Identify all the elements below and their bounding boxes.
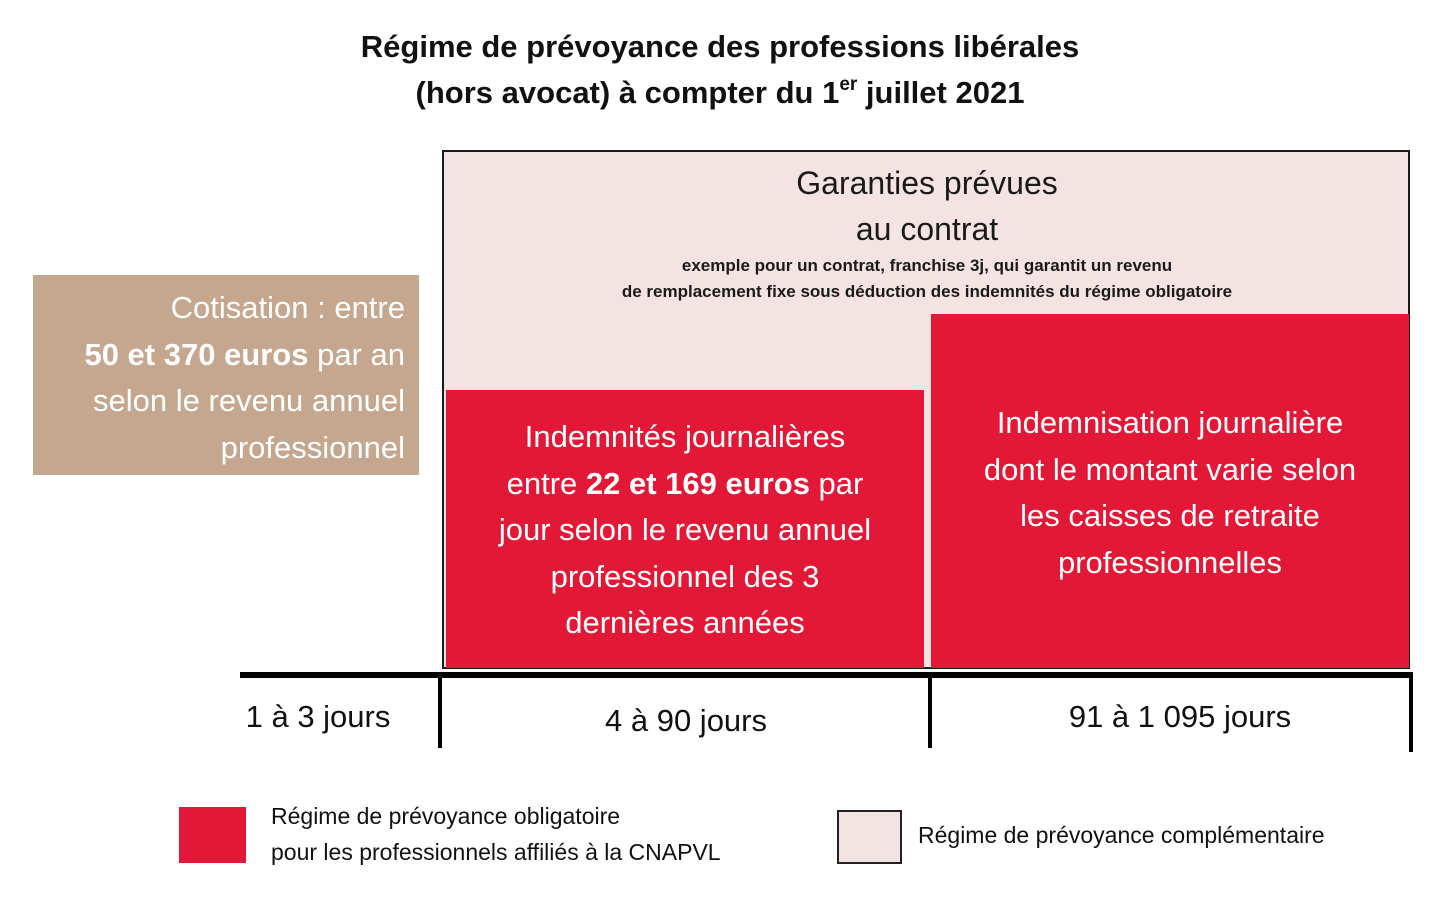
guarantees-note-line-1: exemple pour un contrat, franchise 3j, q… xyxy=(681,256,1173,275)
indemnites-line-2-pre: entre xyxy=(506,465,586,501)
indemnites-line-1: Indemnités journalières xyxy=(524,419,846,454)
complementary-area xyxy=(442,150,1410,669)
indemnites-line-4: professionnel des 3 xyxy=(550,558,820,594)
page-title: Régime de prévoyance des professions lib… xyxy=(0,24,1440,116)
indemnisation-line-3: les caisses de retraite xyxy=(1020,498,1320,533)
legend-mandatory-line-2: pour les professionnels affiliés à la CN… xyxy=(271,839,721,865)
cotisation-line-1: Cotisation : entre xyxy=(170,290,405,325)
legend-label-complementary: Régime de prévoyance complémentaire xyxy=(918,822,1325,848)
indemnisation-line-2: dont le montant varie selon xyxy=(983,451,1357,487)
cotisation-line-2: 50 et 370 euros par an xyxy=(43,332,405,379)
indemnites-line-2: entre 22 et 169 euros par xyxy=(446,461,924,508)
guarantees-note: exemple pour un contrat, franchise 3j, q… xyxy=(444,253,1410,305)
cotisation-box: Cotisation : entre 50 et 370 euros par a… xyxy=(33,275,419,475)
guarantees-title-line-1: Garanties prévues xyxy=(796,165,1058,201)
title-superscript: er xyxy=(839,74,858,95)
legend-swatch-complementary xyxy=(837,810,902,864)
indemnisation-line-1: Indemnisation journalière xyxy=(996,405,1344,440)
timeline-range-1: 1 à 3 jours xyxy=(245,699,391,734)
cotisation-line-3: selon le revenu annuel xyxy=(93,383,405,418)
legend-label-mandatory: Régime de prévoyance obligatoire pour le… xyxy=(271,798,831,870)
indemnites-line-2-post: par xyxy=(809,465,864,501)
timeline-range-3: 91 à 1 095 jours xyxy=(1068,699,1292,734)
timeline-range-2: 4 à 90 jours xyxy=(605,703,767,738)
timeline-tick xyxy=(1409,676,1413,752)
legend-swatch-mandatory xyxy=(179,807,246,863)
title-line-2: (hors avocat) à compter du 1er juillet 2… xyxy=(0,70,1440,116)
title-line-2-start: (hors avocat) à compter du 1 xyxy=(415,75,840,110)
timeline-axis xyxy=(240,672,1413,678)
cotisation-amount: 50 et 370 euros xyxy=(84,336,309,372)
indemnites-amount: 22 et 169 euros xyxy=(585,465,810,501)
title-line-2-end: juillet 2021 xyxy=(857,75,1025,110)
cotisation-period: par an xyxy=(308,336,405,372)
mandatory-box-indemnisation: Indemnisation journalière dont le montan… xyxy=(931,314,1409,668)
legend-mandatory-line-1: Régime de prévoyance obligatoire xyxy=(271,803,621,829)
timeline-tick xyxy=(438,678,442,748)
guarantees-title: Garanties prévues au contrat xyxy=(444,160,1410,252)
indemnites-line-3: jour selon le revenu annuel xyxy=(498,512,872,547)
timeline-tick xyxy=(928,678,932,748)
indemnisation-line-4: professionnelles xyxy=(1057,544,1283,580)
guarantees-title-line-2: au contrat xyxy=(855,211,999,247)
cotisation-line-4: professionnel xyxy=(220,429,405,465)
guarantees-note-line-2: de remplacement fixe sous déduction des … xyxy=(621,282,1233,301)
indemnites-line-5: dernières années xyxy=(565,605,805,640)
title-line-1: Régime de prévoyance des professions lib… xyxy=(360,29,1080,64)
mandatory-box-indemnites: Indemnités journalières entre 22 et 169 … xyxy=(446,390,924,668)
